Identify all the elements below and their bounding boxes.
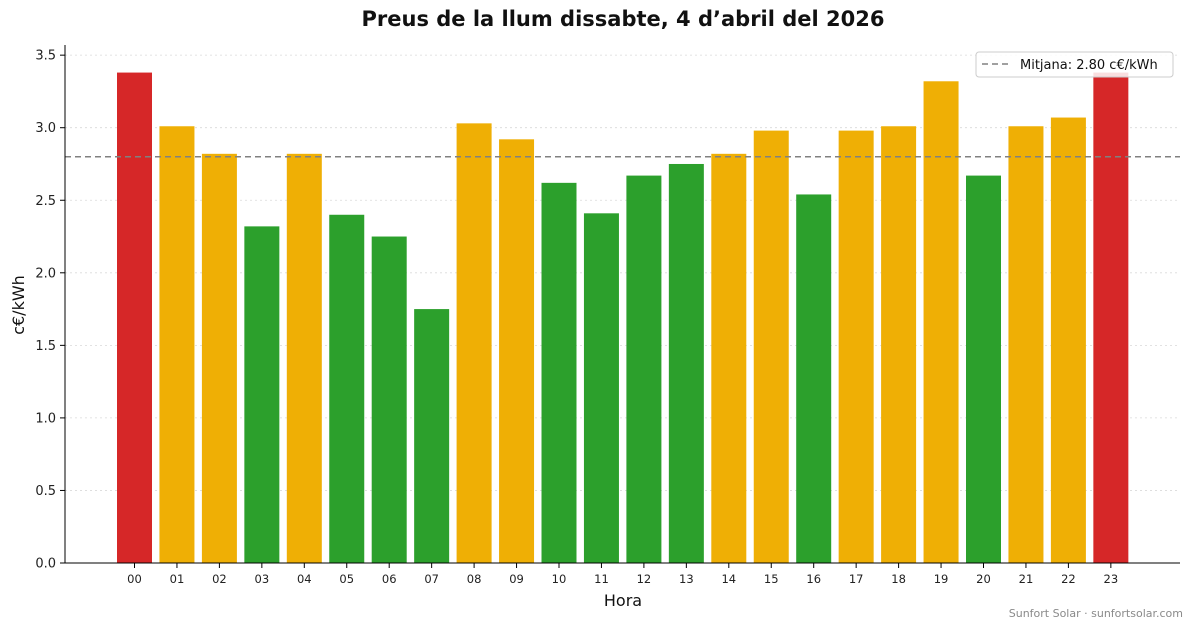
x-tick-label: 01 (170, 572, 185, 586)
bar-hour-16 (796, 194, 832, 563)
bar-hour-13 (668, 163, 704, 563)
y-tick-label: 2.5 (35, 194, 56, 209)
y-tick-label: 1.0 (35, 411, 56, 426)
y-tick-label: 3.0 (35, 121, 56, 136)
x-tick-label: 22 (1061, 572, 1076, 586)
bar-hour-17 (838, 130, 874, 563)
x-tick-label: 20 (976, 572, 991, 586)
bar-hour-08 (456, 123, 492, 564)
bar-hour-07 (414, 309, 450, 563)
y-axis-label: c€/kWh (9, 275, 28, 335)
bars (117, 72, 1129, 564)
x-tick-label: 02 (212, 572, 227, 586)
bar-hour-22 (1050, 117, 1086, 564)
bar-hour-00 (117, 72, 152, 563)
bar-hour-12 (626, 175, 662, 563)
bar-hour-18 (881, 126, 917, 563)
x-tick-label: 07 (424, 572, 439, 586)
x-ticks: 00 01 02 03 04 05 06 07 08 09 10 11 12 13 14 15 16 17 18 19… (127, 563, 1118, 586)
x-tick-label: 06 (382, 572, 397, 586)
x-axis-label: Hora (604, 591, 642, 610)
bar-hour-10 (541, 182, 577, 563)
legend: Mitjana: 2.80 c€/kWh (975, 51, 1174, 78)
bar-hour-01 (159, 126, 195, 563)
bar-hour-19 (923, 81, 959, 564)
bar-hour-04 (286, 153, 322, 563)
x-tick-label: 19 (934, 572, 949, 586)
x-tick-label: 04 (297, 572, 312, 586)
x-tick-label: 21 (1019, 572, 1034, 586)
x-tick-label: 14 (721, 572, 736, 586)
x-tick-label: 00 (127, 572, 142, 586)
legend-mean-label: Mitjana: 2.80 c€/kWh (1020, 58, 1158, 73)
bar-hour-05 (329, 214, 365, 563)
legend-box (975, 51, 1174, 78)
x-tick-label: 23 (1104, 572, 1119, 586)
x-tick-label: 11 (594, 572, 609, 586)
x-tick-label: 17 (849, 572, 864, 586)
bar-hour-03 (244, 226, 280, 563)
x-tick-label: 03 (255, 572, 270, 586)
bar-hour-02 (201, 153, 237, 563)
x-tick-label: 05 (339, 572, 354, 586)
x-tick-label: 08 (467, 572, 482, 586)
x-tick-label: 10 (552, 572, 567, 586)
x-tick-label: 18 (891, 572, 906, 586)
y-ticks: 0.0 0.5 1.0 1.5 2.0 2.5 3.0 3.5 (35, 49, 65, 572)
bar-hour-15 (753, 130, 789, 563)
credit-text: Sunfort Solar · sunfortsolar.com (1009, 607, 1183, 620)
x-tick-label: 16 (806, 572, 821, 586)
bar-hour-14 (711, 153, 747, 563)
chart-title: Preus de la llum dissabte, 4 d’abril del… (362, 7, 885, 31)
x-tick-label: 09 (509, 572, 524, 586)
x-tick-label: 12 (637, 572, 652, 586)
bar-hour-23 (1093, 72, 1129, 563)
y-tick-label: 3.5 (35, 49, 56, 64)
y-tick-label: 2.0 (35, 266, 56, 281)
bar-hour-06 (371, 236, 407, 563)
bar-hour-20 (966, 175, 1001, 563)
y-tick-label: 0.5 (35, 484, 56, 499)
bar-hour-11 (583, 213, 619, 563)
x-tick-label: 13 (679, 572, 694, 586)
y-tick-label: 1.5 (35, 339, 56, 354)
x-tick-label: 15 (764, 572, 779, 586)
bar-hour-21 (1008, 126, 1044, 563)
bar-hour-09 (499, 139, 535, 563)
y-tick-label: 0.0 (35, 557, 56, 572)
